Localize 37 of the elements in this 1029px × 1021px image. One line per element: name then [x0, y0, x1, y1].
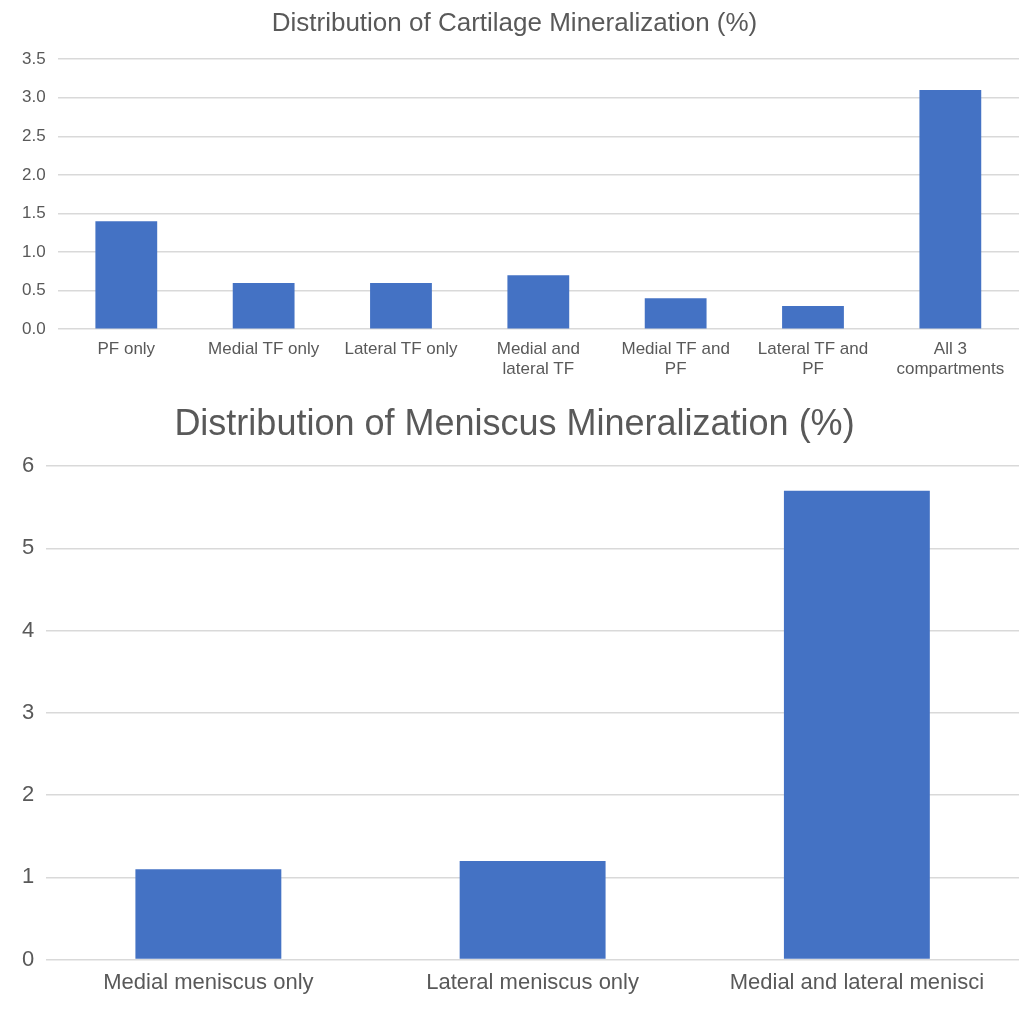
chart-title: Distribution of Cartilage Mineralization (%) [271, 6, 758, 37]
bar [459, 860, 606, 959]
y-tick-label: 1 [21, 863, 35, 889]
y-tick-label: 3.5 [21, 48, 46, 68]
y-tick-label: 5 [21, 534, 35, 560]
bar [644, 298, 707, 329]
bar [782, 306, 844, 329]
x-tick-label: Lateral meniscus only [426, 968, 640, 994]
y-tick-label: 0.5 [21, 280, 46, 300]
x-tick-label: Medial and lateral TF [496, 339, 580, 379]
y-tick-label: 4 [21, 616, 35, 642]
x-tick-label: Medial meniscus only [103, 968, 314, 994]
x-tick-label: Medial TF only [208, 339, 320, 359]
x-tick-label: Medial TF and PF [621, 339, 730, 379]
bar [232, 282, 295, 329]
x-tick-label: PF only [97, 339, 156, 359]
bar [370, 282, 432, 329]
bar [783, 490, 930, 959]
y-tick-label: 6 [21, 452, 35, 478]
x-tick-label: Lateral TF and PF [757, 339, 869, 379]
y-tick-label: 1.5 [21, 203, 46, 223]
x-tick-label: Medial and lateral menisci [729, 968, 985, 994]
y-tick-label: 2 [21, 781, 35, 807]
chart-title: Distribution of Meniscus Mineralization (%) [174, 401, 855, 443]
y-tick-label: 2.5 [21, 126, 46, 146]
x-tick-label: Lateral TF only [344, 339, 459, 359]
y-tick-label: 0 [21, 945, 35, 971]
x-tick-label: All 3 compartments [896, 339, 1005, 379]
y-tick-label: 0.0 [21, 318, 46, 338]
y-tick-label: 1.0 [21, 241, 46, 261]
bar [95, 221, 158, 329]
bar [919, 90, 982, 329]
y-tick-label: 2.0 [21, 164, 46, 184]
bar [507, 275, 570, 329]
bar [135, 869, 282, 959]
y-tick-label: 3.0 [21, 87, 46, 107]
y-tick-label: 3 [21, 698, 35, 724]
